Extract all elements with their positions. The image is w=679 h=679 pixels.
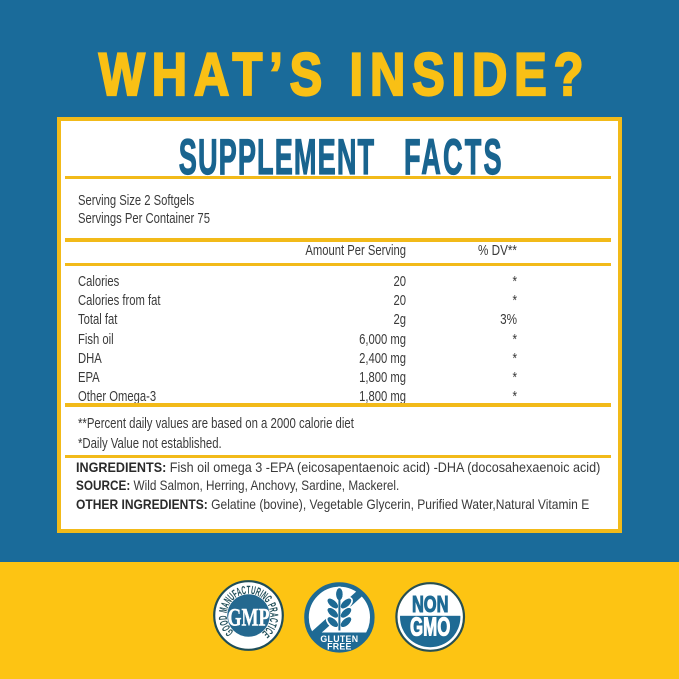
svg-text:FREE: FREE bbox=[327, 641, 352, 651]
svg-text:GMP: GMP bbox=[228, 604, 270, 632]
svg-text:GLUTEN: GLUTEN bbox=[320, 634, 358, 644]
svg-text:NON: NON bbox=[412, 592, 449, 617]
svg-text:GMO: GMO bbox=[410, 612, 450, 642]
